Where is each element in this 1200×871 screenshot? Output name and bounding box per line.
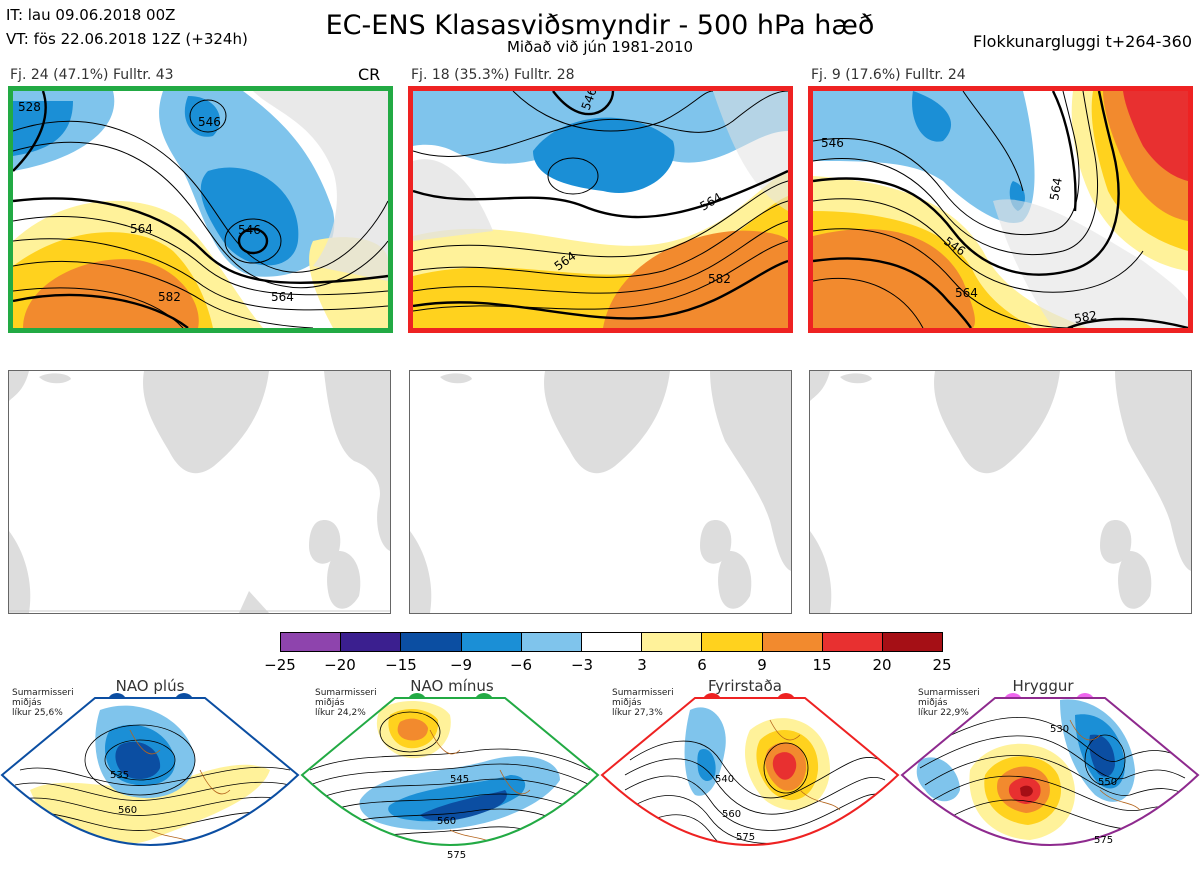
regime-1-title: NAO plús — [115, 677, 185, 695]
contour-label: 546 — [238, 223, 261, 237]
init-time: IT: lau 09.06.2018 00Z — [6, 6, 176, 24]
contour-label: 528 — [18, 100, 41, 114]
colorbar-swatch — [341, 633, 402, 651]
regime-3-season: Sumarmisseri — [612, 688, 674, 698]
contour-label: 582 — [708, 272, 731, 286]
colorbar-tick: −15 — [385, 656, 417, 674]
cluster-2-label: Fj. 18 (35.3%) Fulltr. 28 — [411, 67, 575, 83]
colorbar-swatch — [461, 633, 522, 651]
colorbar-swatch — [642, 633, 703, 651]
colorbar-swatch — [882, 633, 943, 651]
colorbar-swatch — [281, 633, 342, 651]
empty-map-1 — [8, 370, 391, 614]
valid-time: VT: fös 22.06.2018 12Z (+324h) — [6, 30, 248, 48]
contour-label: 530 — [1050, 724, 1069, 735]
contour-label: 546 — [821, 136, 844, 150]
colorbar-tick: −6 — [509, 656, 533, 674]
contour-label: 582 — [158, 290, 181, 304]
contour-label: 560 — [118, 805, 137, 816]
colorbar-tick: 3 — [637, 656, 647, 674]
colorbar-tick: 15 — [812, 656, 832, 674]
contour-label: 575 — [1094, 835, 1113, 846]
regime-2-map: 545 560 575 — [300, 697, 600, 861]
colorbar — [280, 632, 943, 652]
cluster-1-label: Fj. 24 (47.1%) Fulltr. 43 — [10, 67, 174, 83]
contour-label: 564 — [271, 290, 294, 304]
regime-4-map: 530 550 575 — [900, 697, 1200, 846]
regime-1-mid: miðjás — [12, 698, 42, 708]
contour-label: 560 — [722, 809, 741, 820]
page-subtitle: Miðað við jún 1981-2010 — [506, 38, 694, 56]
contour-label: 564 — [955, 286, 978, 300]
contour-label: 564 — [130, 222, 153, 236]
empty-map-3 — [809, 370, 1192, 614]
cluster-1-map: 564 546 546 528 564 582 — [8, 86, 393, 333]
colorbar-tick: −20 — [324, 656, 356, 674]
colorbar-tick: 6 — [697, 656, 707, 674]
cluster-1-tag: CR — [358, 65, 381, 84]
cluster-3-map: 546 546 564 564 582 — [808, 86, 1193, 333]
regime-1-prob: líkur 25,6% — [12, 708, 63, 718]
contour-label: 575 — [736, 832, 755, 843]
colorbar-swatch — [581, 633, 643, 651]
regime-2-prob: líkur 24,2% — [315, 708, 366, 718]
regime-3-prob: líkur 27,3% — [612, 708, 663, 718]
classification-window: Flokkunargluggi t+264-360 — [973, 32, 1192, 51]
cluster-3-label: Fj. 9 (17.6%) Fulltr. 24 — [811, 67, 966, 83]
colorbar-tick: −9 — [449, 656, 473, 674]
regime-1-map: 535 560 — [0, 697, 300, 846]
regime-3-map: 540 560 575 — [600, 697, 900, 846]
contour-label: 540 — [715, 774, 734, 785]
regime-4-title: Hryggur — [1012, 677, 1074, 695]
regime-2-title: NAO mínus — [410, 677, 494, 695]
page-title: EC-ENS Klasasviðsmyndir - 500 hPa hæð — [325, 10, 875, 41]
regime-4-mid: miðjás — [918, 698, 948, 708]
colorbar-swatch — [702, 633, 763, 651]
contour-label: 564 — [1047, 177, 1065, 202]
contour-label: 560 — [437, 816, 456, 827]
colorbar-tick: 20 — [872, 656, 892, 674]
empty-map-2 — [409, 370, 792, 614]
colorbar-tick: −3 — [570, 656, 594, 674]
colorbar-tick: 25 — [932, 656, 952, 674]
colorbar-tick: −25 — [264, 656, 296, 674]
contour-label: 575 — [447, 850, 466, 861]
colorbar-swatch — [401, 633, 462, 651]
contour-label: 582 — [1073, 308, 1098, 326]
regime-2-mid: miðjás — [315, 698, 345, 708]
regime-1-season: Sumarmisseri — [12, 688, 74, 698]
colorbar-tick: 9 — [757, 656, 767, 674]
regime-2-season: Sumarmisseri — [315, 688, 377, 698]
contour-label: 545 — [450, 774, 469, 785]
regime-3-mid: miðjás — [612, 698, 642, 708]
colorbar-swatch — [521, 633, 582, 651]
regime-3-title: Fyrirstaða — [708, 677, 782, 695]
contour-label: 550 — [1098, 777, 1117, 788]
colorbar-swatch — [822, 633, 883, 651]
regime-4-season: Sumarmisseri — [918, 688, 980, 698]
contour-label: 546 — [198, 115, 221, 129]
colorbar-swatch — [762, 633, 823, 651]
contour-label: 535 — [110, 770, 129, 781]
cluster-2-map: 564 564 582 546 — [408, 86, 793, 333]
regime-4-prob: líkur 22,9% — [918, 708, 969, 718]
